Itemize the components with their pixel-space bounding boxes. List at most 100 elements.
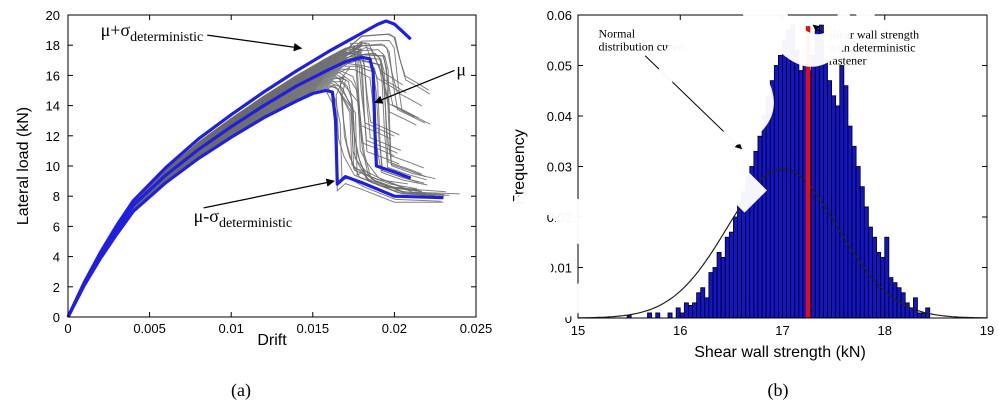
- chart-b: 15 16 17 18 19 0 0.01 0.02 0.03 0.04 0.05 0.06 She…: [511, 8, 994, 401]
- histogram-bar-60: [872, 236, 877, 319]
- y-tick-label-a-4: 8: [53, 189, 60, 204]
- histogram-bar-35: [769, 80, 775, 319]
- simulation-curve-16: [67, 57, 436, 318]
- histogram-bar-15: [688, 304, 693, 319]
- annotation-symbol-a-0: μ+σ: [101, 20, 131, 40]
- y-axis-label-b: Frequency: [511, 129, 528, 205]
- histogram-bar-7: [655, 312, 661, 319]
- simulation-curve-23: [67, 55, 400, 318]
- histogram-bar-63: [884, 236, 890, 319]
- histogram-bar-49: [827, 80, 832, 319]
- y-tick-label-a-8: 16: [46, 68, 60, 83]
- histogram-bar-14: [683, 302, 689, 319]
- series-group-a: [66, 19, 444, 318]
- histogram-bar-13: [679, 312, 685, 319]
- annotation-arrow-a-2: [203, 178, 335, 209]
- histogram-bar-22: [716, 251, 722, 319]
- histogram-bar-72: [921, 312, 927, 319]
- simulation-curve-12: [67, 66, 408, 318]
- y-tick-label-b-6: 0.06: [547, 8, 572, 23]
- histogram-bar-23: [720, 256, 726, 319]
- panel-label-a: (a): [231, 380, 251, 401]
- annotation-line-b-1-1: with deterministic: [829, 41, 916, 55]
- histogram-bar-52: [839, 65, 845, 319]
- histogram-bar-19: [704, 297, 710, 319]
- histogram-bar-25: [728, 231, 734, 319]
- normal-curve: [578, 168, 987, 319]
- histogram-bar-20: [708, 272, 714, 319]
- annotation-text-b-1: shear wall strength with deterministic fas…: [829, 28, 920, 68]
- annotation-line-b-1-0: shear wall strength: [829, 28, 920, 42]
- y-tick-label-b-3: 0.03: [547, 160, 572, 175]
- histogram-bar-12: [675, 307, 681, 319]
- annotation-arrow-a-1: [374, 69, 455, 104]
- simulation-curve-21: [67, 57, 422, 318]
- histogram-bar-48: [823, 60, 828, 319]
- histogram-bar-55: [851, 145, 857, 319]
- histogram-bar-39: [786, 29, 792, 319]
- x-ticks-b: 15 16 17 18 19: [571, 15, 994, 338]
- x-tick-label-b-2: 17: [775, 323, 789, 338]
- histogram-bar-58: [863, 206, 869, 319]
- y-tick-label-b-5: 0.05: [547, 59, 572, 74]
- x-tick-label-a-5: 0.025: [460, 321, 493, 336]
- histogram-bar-27: [737, 201, 743, 319]
- y-tick-label-a-5: 10: [46, 159, 60, 174]
- y-tick-label-a-10: 20: [46, 8, 60, 23]
- simulation-curve-24: [67, 48, 394, 318]
- histogram-bar-32: [757, 135, 763, 319]
- x-tick-label-a-4: 0.02: [382, 321, 407, 336]
- x-tick-label-a-3: 0.015: [297, 321, 330, 336]
- y-tick-label-b-1: 0.01: [547, 261, 572, 276]
- x-tick-label-b-4: 19: [980, 323, 994, 338]
- y-tick-label-a-3: 6: [53, 219, 60, 234]
- histogram-bar-21: [712, 267, 718, 319]
- histogram-bar-26: [733, 216, 738, 319]
- histogram-bar-33: [761, 115, 767, 319]
- y-tick-label-b-2: 0.02: [547, 210, 572, 225]
- annotation-text-a-0: μ+σdeterministic: [101, 20, 204, 45]
- histogram-bar-53: [843, 85, 849, 319]
- x-tick-label-b-3: 18: [878, 323, 892, 338]
- series-line-a-0: [66, 19, 412, 318]
- series-line-a-1: [66, 55, 412, 318]
- annotation-line-b-1-2: fastener: [829, 54, 867, 68]
- annotation-text-a-1: μ: [456, 59, 466, 79]
- histogram-bar-69: [908, 307, 914, 319]
- histogram-bar-10: [667, 312, 673, 319]
- histogram-bar-31: [753, 150, 759, 319]
- x-tick-label-a-2: 0.01: [219, 321, 244, 336]
- simulation-curve-1: [67, 84, 460, 318]
- annotation-line-b-0-0: Normal: [598, 27, 635, 41]
- x-tick-label-a-1: 0.005: [133, 321, 166, 336]
- histogram-bar-18: [700, 287, 706, 319]
- y-ticks-a: 0 2 4 6 8 10 12 14 16 18 20: [46, 8, 476, 325]
- histogram-bar-46: [814, 29, 820, 319]
- annotation-text-b-0: Normal distribution curve: [598, 27, 683, 54]
- histogram-bar-71: [917, 312, 922, 319]
- x-axis-label-a: Drift: [257, 332, 287, 349]
- annotation-subscript-a-0: deterministic: [130, 30, 203, 45]
- histogram-bar-17: [696, 292, 702, 319]
- y-tick-label-a-1: 2: [53, 280, 60, 295]
- annotation-arrow-b-1: [812, 24, 827, 37]
- histogram-bar-70: [912, 297, 918, 319]
- plot-frame-a: [67, 14, 477, 318]
- y-tick-label-a-6: 12: [46, 129, 60, 144]
- annotation-symbol-a-1: μ: [456, 59, 466, 79]
- y-tick-label-a-0: 0: [53, 310, 60, 325]
- histogram-bar-59: [867, 226, 873, 319]
- histogram-bar-28: [741, 191, 747, 319]
- x-tick-label-b-1: 16: [673, 323, 687, 338]
- x-tick-label-a-0: 0: [64, 321, 71, 336]
- y-axis-label-a: Lateral load (kN): [15, 107, 32, 225]
- histogram-bars: [626, 24, 931, 319]
- chart-a: 0 0.005 0.01 0.015 0.02 0.025 0 2 4 6 8 10 12 14 16 18…: [15, 8, 492, 401]
- histogram-bar-57: [859, 186, 865, 319]
- histogram-bar-41: [794, 49, 800, 319]
- histogram-bar-38: [782, 39, 787, 319]
- x-ticks-a: 0 0.005 0.01 0.015 0.02 0.025: [64, 15, 492, 336]
- histogram-bar-56: [855, 166, 861, 319]
